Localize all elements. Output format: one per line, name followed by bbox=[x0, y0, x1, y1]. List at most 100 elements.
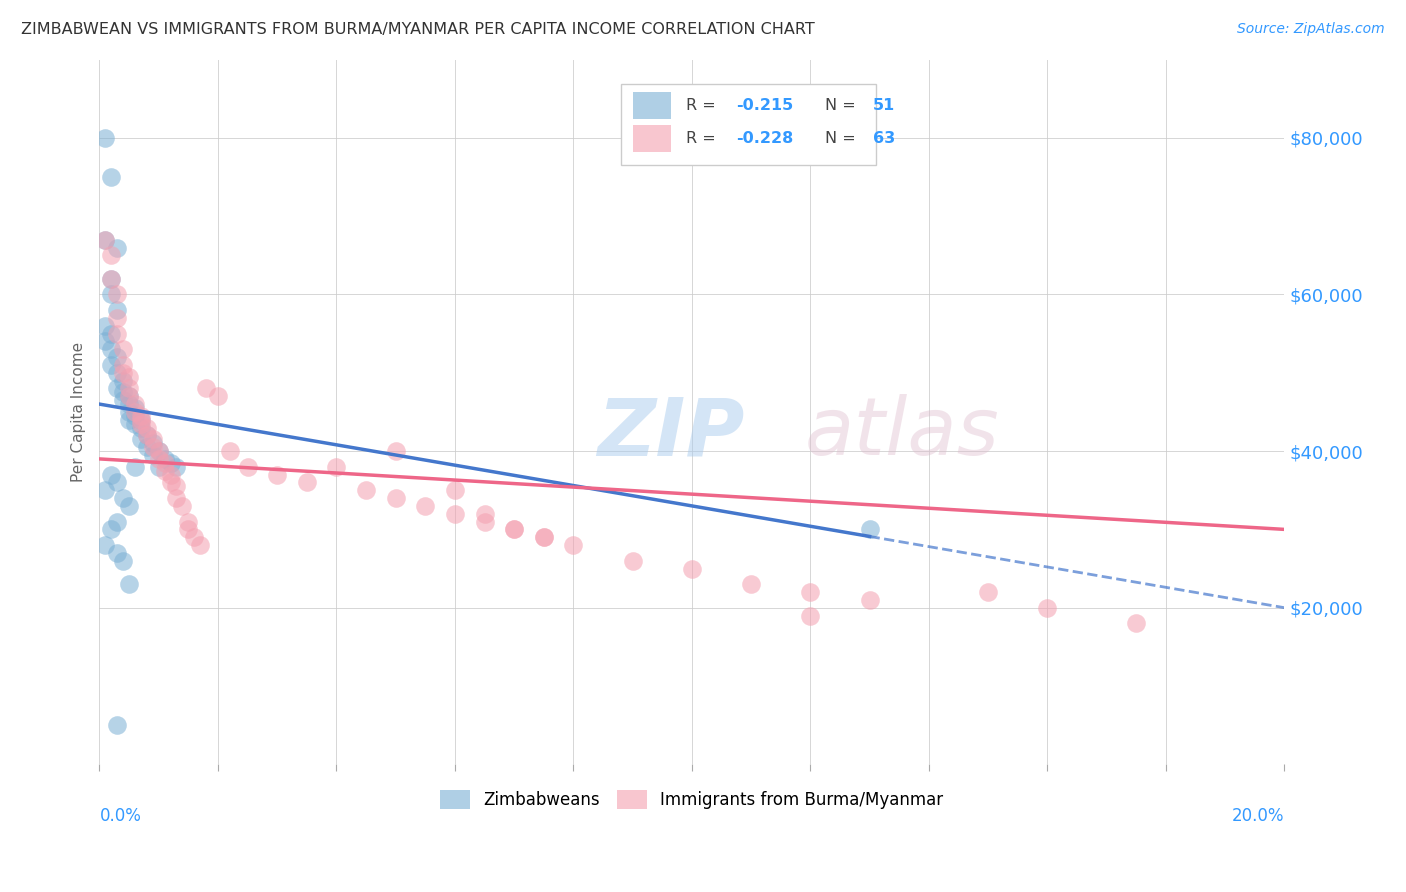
FancyBboxPatch shape bbox=[633, 92, 671, 119]
Point bbox=[135, 428, 157, 442]
FancyBboxPatch shape bbox=[633, 125, 671, 152]
Text: -0.215: -0.215 bbox=[735, 98, 793, 113]
Point bbox=[681, 561, 703, 575]
Point bbox=[135, 420, 157, 434]
Text: 63: 63 bbox=[873, 131, 896, 146]
Point bbox=[142, 433, 165, 447]
Y-axis label: Per Capita Income: Per Capita Income bbox=[72, 342, 86, 482]
Point bbox=[118, 405, 141, 419]
Text: 51: 51 bbox=[873, 98, 896, 113]
Point bbox=[129, 409, 152, 423]
Point bbox=[100, 287, 122, 301]
Point bbox=[124, 405, 146, 419]
Point bbox=[100, 467, 122, 482]
FancyBboxPatch shape bbox=[621, 84, 876, 165]
Point bbox=[295, 475, 318, 490]
Point bbox=[105, 381, 128, 395]
Point bbox=[129, 433, 152, 447]
Point bbox=[105, 546, 128, 560]
Point bbox=[165, 491, 187, 505]
Point bbox=[118, 577, 141, 591]
Text: N =: N = bbox=[824, 98, 860, 113]
Point bbox=[444, 483, 467, 498]
Text: R =: R = bbox=[686, 131, 721, 146]
Point bbox=[172, 499, 194, 513]
Point bbox=[207, 389, 229, 403]
Point bbox=[195, 381, 218, 395]
Point bbox=[100, 358, 122, 372]
Point bbox=[118, 413, 141, 427]
Point bbox=[474, 507, 496, 521]
Point bbox=[112, 385, 135, 400]
Point bbox=[112, 374, 135, 388]
Point bbox=[94, 318, 117, 333]
Point bbox=[148, 444, 170, 458]
Point bbox=[159, 467, 181, 482]
Point bbox=[1036, 600, 1059, 615]
Point bbox=[105, 475, 128, 490]
Point bbox=[94, 538, 117, 552]
Point bbox=[112, 358, 135, 372]
Point bbox=[94, 483, 117, 498]
Point bbox=[112, 393, 135, 408]
Legend: Zimbabweans, Immigrants from Burma/Myanmar: Zimbabweans, Immigrants from Burma/Myanm… bbox=[433, 783, 950, 816]
Text: -0.228: -0.228 bbox=[735, 131, 793, 146]
Point bbox=[100, 169, 122, 184]
Point bbox=[177, 522, 200, 536]
Point bbox=[118, 397, 141, 411]
Point bbox=[100, 343, 122, 357]
Point bbox=[858, 522, 880, 536]
Text: 20.0%: 20.0% bbox=[1232, 806, 1284, 824]
Point bbox=[148, 444, 170, 458]
Point bbox=[266, 467, 288, 482]
Point bbox=[124, 409, 146, 423]
Point bbox=[153, 456, 176, 470]
Point bbox=[177, 515, 200, 529]
Point bbox=[218, 444, 240, 458]
Point bbox=[124, 401, 146, 415]
Text: Source: ZipAtlas.com: Source: ZipAtlas.com bbox=[1237, 22, 1385, 37]
Point bbox=[159, 456, 181, 470]
Text: N =: N = bbox=[824, 131, 860, 146]
Point bbox=[135, 428, 157, 442]
Point bbox=[183, 530, 205, 544]
Point bbox=[384, 444, 406, 458]
Point bbox=[799, 608, 821, 623]
Point bbox=[858, 592, 880, 607]
Point bbox=[129, 413, 152, 427]
Point bbox=[413, 499, 436, 513]
Point bbox=[188, 538, 211, 552]
Point bbox=[142, 440, 165, 454]
Text: ZIP: ZIP bbox=[598, 394, 744, 472]
Point bbox=[474, 515, 496, 529]
Point bbox=[112, 366, 135, 380]
Text: R =: R = bbox=[686, 98, 721, 113]
Point bbox=[100, 248, 122, 262]
Point bbox=[118, 381, 141, 395]
Point bbox=[236, 459, 259, 474]
Point bbox=[129, 413, 152, 427]
Point bbox=[100, 272, 122, 286]
Point bbox=[148, 459, 170, 474]
Point bbox=[105, 350, 128, 364]
Point bbox=[105, 718, 128, 732]
Point bbox=[533, 530, 555, 544]
Point bbox=[112, 554, 135, 568]
Point bbox=[503, 522, 526, 536]
Point bbox=[142, 436, 165, 450]
Point bbox=[105, 515, 128, 529]
Point bbox=[354, 483, 377, 498]
Point bbox=[129, 420, 152, 434]
Point bbox=[325, 459, 347, 474]
Point bbox=[100, 522, 122, 536]
Point bbox=[135, 440, 157, 454]
Point bbox=[94, 233, 117, 247]
Text: 0.0%: 0.0% bbox=[100, 806, 142, 824]
Point bbox=[100, 272, 122, 286]
Point bbox=[129, 417, 152, 431]
Point bbox=[444, 507, 467, 521]
Point bbox=[124, 417, 146, 431]
Point bbox=[142, 448, 165, 462]
Point bbox=[118, 369, 141, 384]
Point bbox=[159, 475, 181, 490]
